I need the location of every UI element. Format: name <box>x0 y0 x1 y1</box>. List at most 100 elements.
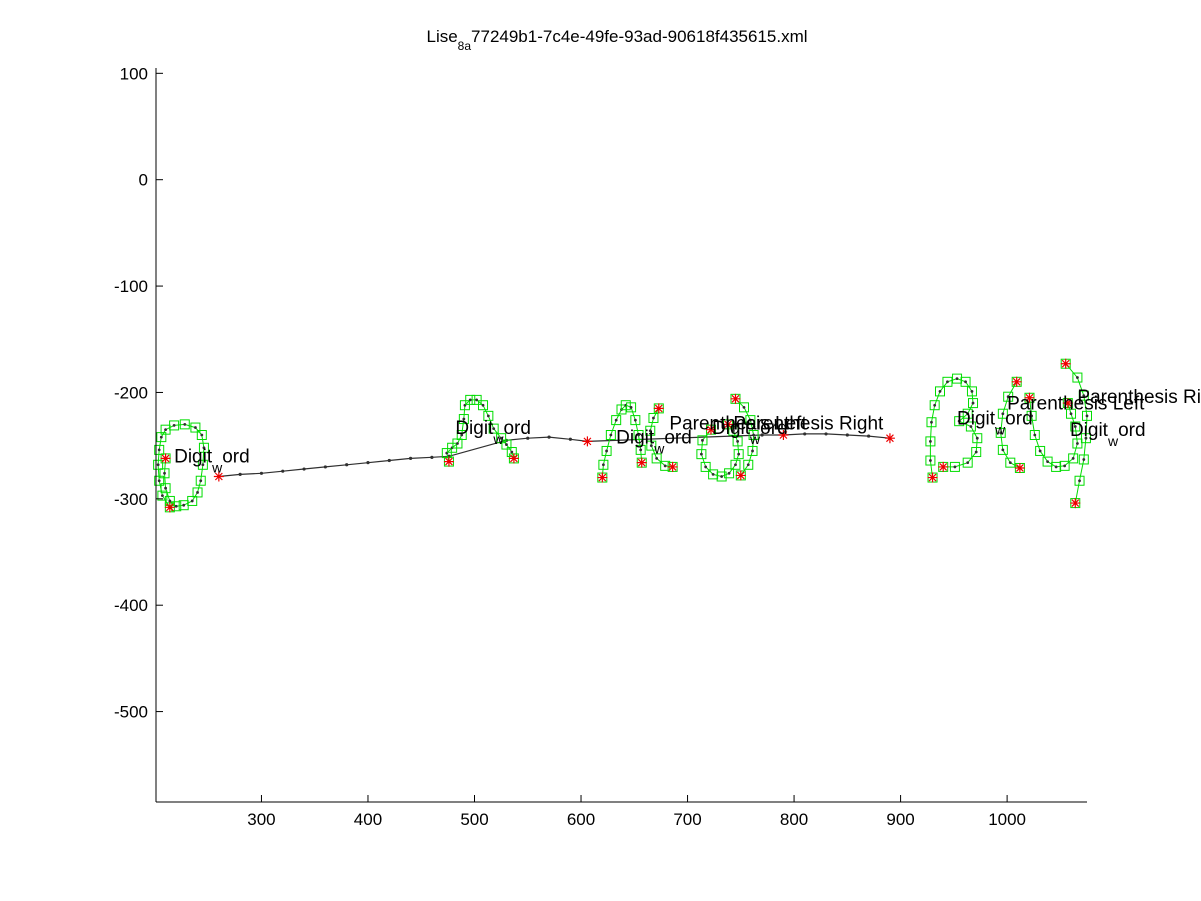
point-box-1-7 <box>169 420 180 431</box>
point-dot-1-11 <box>202 446 206 450</box>
endpoint-star-13 <box>735 470 746 481</box>
point-dot-2-14 <box>510 450 514 454</box>
point-dot-4-1 <box>652 416 655 420</box>
y-tick-label-0: 0 <box>139 171 148 190</box>
point-box-1-16 <box>178 500 189 511</box>
point-box-9-6 <box>1059 460 1070 471</box>
point-box-5-2 <box>696 449 707 460</box>
title-base: Lise <box>426 27 457 46</box>
point-box-7-5 <box>935 386 945 397</box>
point-dot-9-4 <box>1046 460 1049 463</box>
endpoint-star-18 <box>1011 376 1022 387</box>
title-subscript: 8a <box>458 39 472 53</box>
point-box-2-8 <box>471 394 482 405</box>
point-box-5-6 <box>724 468 735 479</box>
point-dot-7-10 <box>971 401 975 405</box>
stroke-label-4: Digitword <box>712 418 788 447</box>
trace-point-0-2 <box>259 471 264 475</box>
point-box-1-14 <box>192 487 203 498</box>
point-dot-6-3 <box>752 433 755 437</box>
point-box-9-3 <box>1035 445 1046 456</box>
point-box-9-2 <box>1029 430 1040 440</box>
point-dot-7-2 <box>929 439 932 443</box>
point-box-2-13 <box>501 439 512 450</box>
point-dot-6-1 <box>742 405 746 409</box>
point-dot-1-20 <box>163 471 166 475</box>
point-dot-1-5 <box>159 435 163 439</box>
point-dot-1-12 <box>201 463 205 467</box>
point-dot-10-3 <box>1085 414 1089 418</box>
stroke-line-5 <box>700 424 740 478</box>
point-box-1-1 <box>157 490 168 501</box>
point-dot-7-17 <box>953 465 957 469</box>
endpoint-star-22 <box>1060 358 1071 369</box>
point-box-2-7 <box>465 394 476 405</box>
point-box-2-1 <box>441 448 452 459</box>
point-box-2-11 <box>488 423 499 434</box>
point-dot-10-5 <box>1082 458 1086 461</box>
trace-point-0-21 <box>845 433 849 437</box>
point-box-8-4 <box>997 444 1008 455</box>
point-dot-9-1 <box>1030 414 1034 418</box>
endpoint-star-5 <box>582 436 593 447</box>
point-dot-3-2 <box>605 449 608 453</box>
point-box-7-6 <box>942 376 953 387</box>
y-tick-label--400: -400 <box>114 596 148 615</box>
x-tick-label-800: 800 <box>780 810 808 829</box>
point-box-3-1 <box>598 459 609 470</box>
point-box-9-7 <box>1068 453 1079 464</box>
point-dot-4-3 <box>649 444 653 448</box>
stroke-label-5: Parenthesis Right <box>733 414 884 435</box>
point-dot-7-12 <box>957 419 961 423</box>
point-dot-5-1 <box>701 438 704 442</box>
endpoint-star-14 <box>778 430 789 440</box>
point-dot-1-18 <box>168 499 172 503</box>
point-box-7-12 <box>954 416 965 427</box>
endpoint-star-23 <box>1070 498 1081 509</box>
point-dot-10-2 <box>1082 394 1086 398</box>
point-dot-1-6 <box>164 428 167 432</box>
point-box-2-10 <box>483 410 494 421</box>
stroke-label-9: Parenthesis Right <box>1077 387 1201 408</box>
point-dot-3-4 <box>614 418 618 422</box>
point-dot-9-2 <box>1033 433 1037 437</box>
point-box-1-12 <box>197 459 208 470</box>
point-dot-5-2 <box>699 452 703 456</box>
endpoint-star-4 <box>508 453 519 464</box>
endpoint-star-3 <box>443 456 454 467</box>
point-box-8-2 <box>997 408 1008 419</box>
endpoint-star-12 <box>730 393 741 404</box>
point-dot-1-17 <box>174 504 178 508</box>
connector-layer <box>217 432 892 479</box>
point-box-7-3 <box>926 417 937 428</box>
point-box-8-3 <box>995 427 1006 438</box>
endpoint-star-19 <box>1014 462 1025 473</box>
point-box-1-11 <box>198 442 209 453</box>
point-dot-5-6 <box>727 471 731 475</box>
point-dot-5-9 <box>736 439 740 443</box>
point-box-6-5 <box>743 459 754 470</box>
trace-point-0-13 <box>526 436 530 440</box>
point-box-5-10 <box>728 425 739 436</box>
y-tick-label--500: -500 <box>114 703 148 722</box>
point-dot-5-7 <box>734 463 737 467</box>
point-dot-1-4 <box>157 448 161 452</box>
point-dot-6-2 <box>748 418 752 422</box>
endpoint-star-20 <box>1024 392 1035 403</box>
point-box-1-13 <box>195 475 206 486</box>
point-box-10-4 <box>1080 433 1091 444</box>
point-dot-7-5 <box>938 389 942 393</box>
x-tick-label-1000: 1000 <box>988 810 1026 829</box>
point-dot-5-3 <box>704 465 708 469</box>
point-box-5-7 <box>730 459 741 470</box>
point-dot-9-6 <box>1063 464 1067 468</box>
trace-point-0-6 <box>345 463 349 467</box>
point-box-3-4 <box>611 415 622 426</box>
point-box-1-19 <box>160 483 171 494</box>
point-box-10-1 <box>1072 372 1083 383</box>
point-dot-10-1 <box>1076 376 1079 379</box>
chart-title: Lise8a77249b1-7c4e-49fe-93ad-90618f43561… <box>426 27 807 53</box>
point-box-2-6 <box>459 400 470 411</box>
